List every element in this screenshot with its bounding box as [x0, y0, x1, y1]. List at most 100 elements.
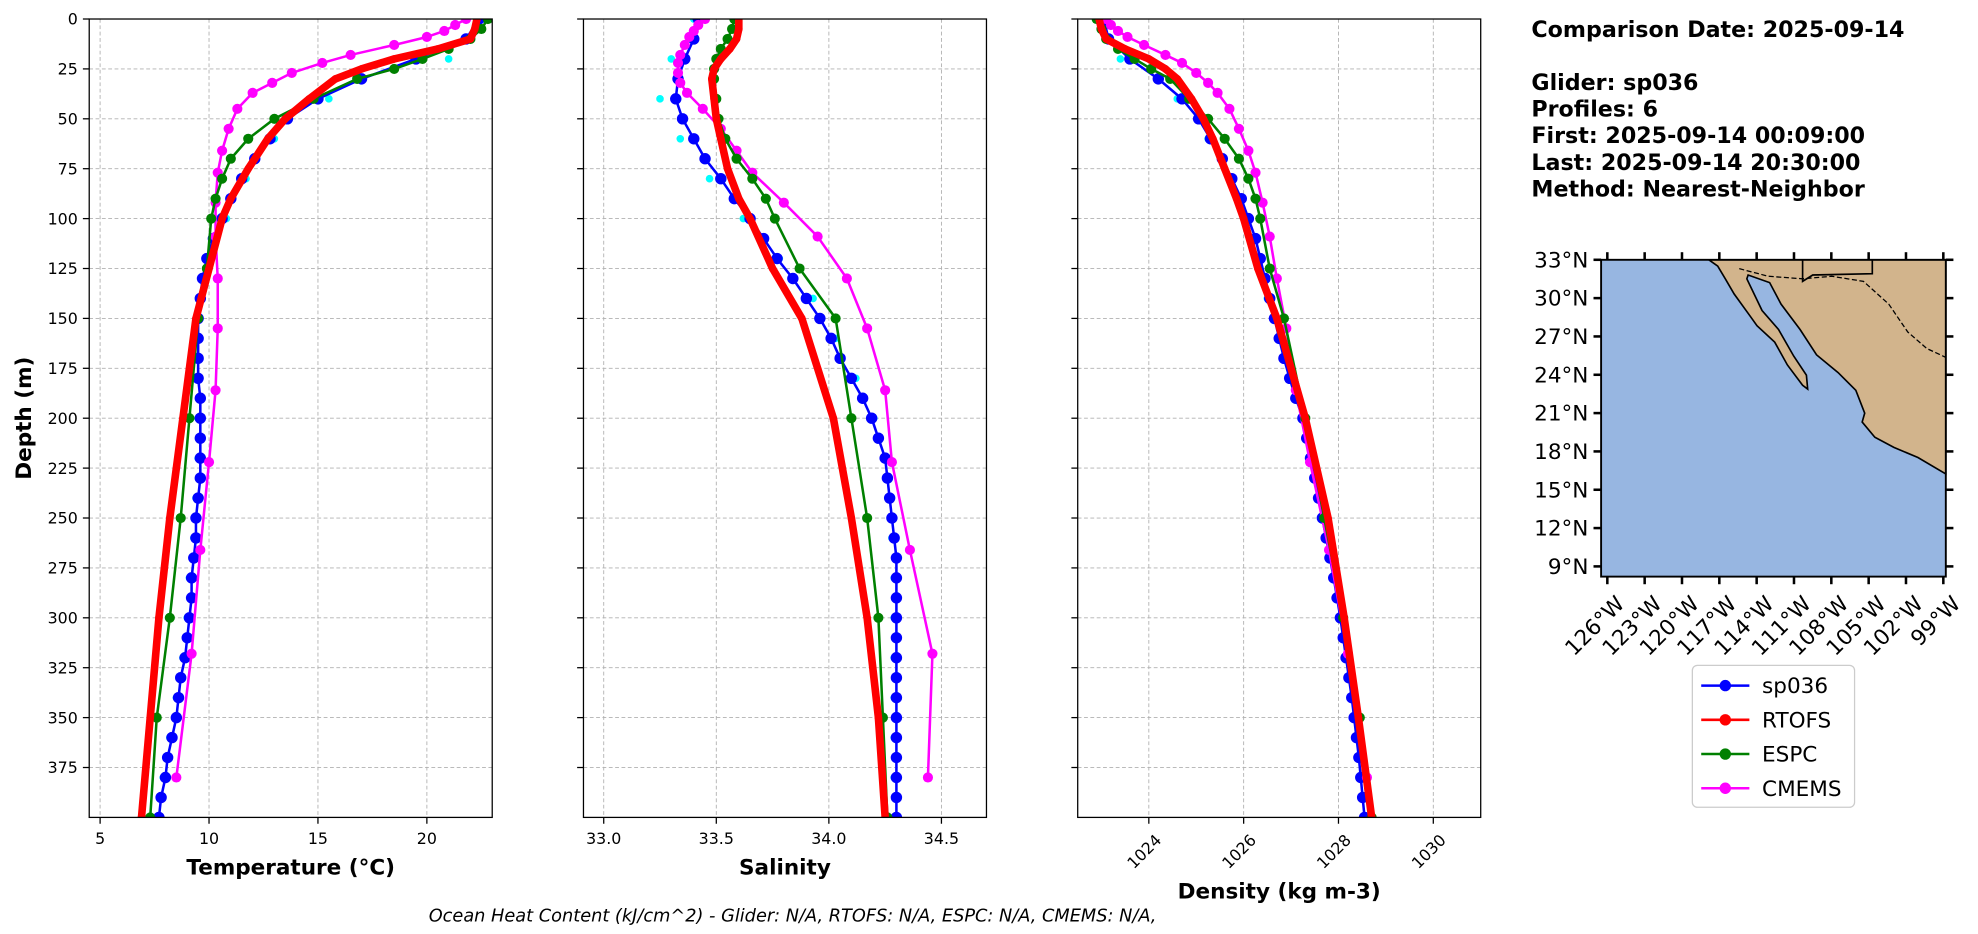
- profile-point: [243, 133, 254, 144]
- profile-point: [137, 813, 146, 818]
- legend-label: sp036: [1762, 674, 1828, 699]
- profile-point: [890, 711, 903, 724]
- profile-point: [873, 612, 884, 623]
- profile-point: [890, 751, 903, 764]
- profile-point: [317, 57, 328, 68]
- profile-point: [874, 713, 883, 722]
- profile-point: [890, 671, 903, 684]
- info-line: First: 2025-09-14 00:09:00: [1531, 123, 1865, 149]
- profile-point: [1145, 55, 1153, 63]
- profile-point: [1340, 614, 1348, 622]
- profile-point: [186, 648, 197, 659]
- profile-point: [281, 115, 290, 123]
- profile-point: [170, 711, 183, 724]
- profile-point: [681, 87, 693, 98]
- profile-point: [223, 123, 234, 134]
- profile-point: [166, 731, 178, 744]
- profile-point: [904, 544, 915, 556]
- profile-point: [466, 35, 475, 43]
- profile-point: [1161, 65, 1170, 73]
- annotation: Ocean Heat Content (kJ/cm^2) - Glider: N…: [429, 906, 1157, 926]
- profile-point: [656, 95, 664, 103]
- profile-point: [203, 457, 215, 468]
- y-axis-label: Depth (m): [12, 357, 37, 480]
- profile-point: [1209, 134, 1217, 143]
- profile-point: [675, 77, 686, 88]
- profile-point: [1139, 39, 1150, 51]
- profile-point: [667, 55, 676, 63]
- profile-point: [286, 67, 297, 78]
- profile-line: [175, 19, 467, 778]
- lat-tick-label: 15°N: [1534, 478, 1588, 503]
- profile-point: [735, 19, 743, 23]
- profile-point: [1112, 25, 1124, 37]
- profile-point: [856, 392, 869, 404]
- x-axis-label: Temperature (°C): [186, 855, 395, 880]
- profile-point: [841, 273, 852, 284]
- x-tick-label: 1028: [1313, 830, 1355, 872]
- profile-point: [1146, 63, 1157, 74]
- info-line: Last: 2025-09-14 20:30:00: [1531, 150, 1860, 176]
- profile-point: [672, 67, 684, 78]
- profile-point: [194, 472, 207, 484]
- profile-point: [210, 193, 221, 204]
- profile-point: [179, 414, 187, 423]
- profile-point: [444, 55, 453, 63]
- profile-point: [205, 264, 213, 273]
- profile-point: [1243, 173, 1254, 184]
- profile-point: [194, 452, 207, 464]
- profile-point: [175, 671, 187, 684]
- profile-point: [886, 457, 897, 468]
- x-tick-label: 34.0: [811, 829, 846, 848]
- profile-line: [1095, 19, 1376, 818]
- profile-point: [1233, 123, 1244, 134]
- profile-point: [722, 33, 733, 45]
- profile-point: [210, 385, 221, 396]
- profile-point: [812, 231, 823, 242]
- profile-point: [880, 385, 891, 396]
- info-line: Profiles: 6: [1531, 97, 1658, 123]
- profile-point: [1301, 414, 1310, 423]
- y-tick-label: 100: [48, 209, 78, 228]
- profile-point: [715, 172, 727, 185]
- plot-area: [1091, 19, 1377, 818]
- profile-point: [707, 75, 716, 83]
- profile-point: [421, 31, 432, 43]
- profile-point: [1102, 35, 1110, 43]
- profile-point: [389, 39, 400, 51]
- profile-point: [672, 57, 684, 68]
- profile-point: [305, 95, 314, 103]
- profile-point: [710, 95, 718, 103]
- profile-point: [771, 252, 783, 265]
- profile-point: [1255, 213, 1266, 224]
- x-tick-label: 10: [199, 829, 219, 848]
- profile-point: [461, 19, 472, 25]
- legend-label: RTOFS: [1762, 708, 1831, 733]
- profile-point: [1264, 231, 1275, 242]
- x-axis-label: Density (kg m-3): [1178, 880, 1381, 905]
- profile-point: [155, 614, 163, 622]
- x-tick-label: 1030: [1408, 830, 1450, 872]
- x-tick-label: 33.5: [699, 829, 734, 848]
- profile-point: [450, 19, 461, 31]
- profile-point: [705, 174, 714, 183]
- profile-point: [890, 731, 903, 744]
- profile-line: [137, 19, 481, 818]
- profile-point: [922, 772, 933, 783]
- profile-point: [194, 432, 207, 444]
- y-tick-label: 250: [48, 509, 78, 528]
- land: [1706, 258, 1947, 476]
- profile-point: [159, 771, 172, 784]
- profile-point: [676, 134, 685, 143]
- profile-point: [195, 544, 206, 556]
- profile-point: [710, 65, 718, 73]
- profile-point: [217, 145, 228, 156]
- profile-point: [1173, 75, 1182, 83]
- profile-point: [171, 772, 182, 783]
- profile-point: [153, 811, 165, 818]
- profile-point: [1191, 67, 1202, 78]
- profile-point: [768, 264, 777, 273]
- profile-point: [269, 113, 280, 124]
- profile-point: [794, 263, 805, 274]
